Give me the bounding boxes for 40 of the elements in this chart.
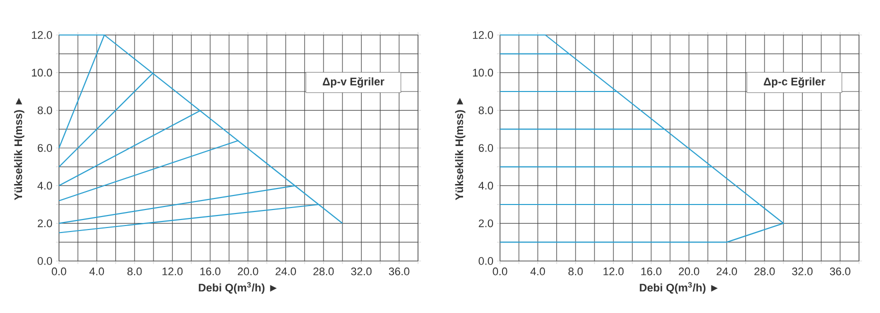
y-axis-title: Yükseklik H(mss) ► — [455, 98, 466, 200]
y-axis-title: Yükseklik H(mss) ► — [14, 98, 24, 200]
x-tick-label: 32.0 — [351, 268, 372, 276]
y-tick-label: 4.0 — [38, 182, 52, 190]
y-tick-label: 2.0 — [38, 219, 52, 228]
x-axis-title: Debi Q(m$^{3}$/h) ► — [640, 282, 718, 294]
x-tick-label: 20.0 — [678, 268, 700, 276]
x-tick-label: 12.0 — [604, 268, 624, 276]
x-tick-label: 8.0 — [568, 268, 583, 276]
x-tick-label: 12.0 — [162, 268, 183, 276]
y-tick-label: 8.0 — [38, 106, 52, 114]
x-tick-label: 20.0 — [238, 268, 258, 276]
x-tick-label: 0.0 — [492, 268, 508, 276]
y-tick-label: 6.0 — [478, 144, 494, 152]
y-tick-label: 12.0 — [32, 31, 52, 39]
y-tick-label: 0.0 — [38, 257, 52, 265]
x-axis-title: Debi Q(m$^{3}$/h) ► — [198, 282, 277, 294]
x-tick-label: 24.0 — [716, 268, 737, 276]
x-tick-label: 4.0 — [89, 268, 104, 276]
annotation: Δp-v Eğriler — [322, 77, 384, 88]
y-tick-label: 8.0 — [478, 106, 494, 114]
x-tick-label: 24.0 — [276, 268, 296, 276]
x-tick-label: 36.0 — [830, 268, 850, 276]
y-tick-label: 12.0 — [472, 31, 494, 39]
x-tick-label: 36.0 — [388, 268, 410, 276]
x-tick-label: 16.0 — [200, 268, 220, 276]
x-tick-label: 4.0 — [530, 268, 545, 276]
annotation: Δp-c Eğriler — [764, 77, 826, 88]
y-tick-label: 0.0 — [478, 257, 494, 265]
y-tick-label: 10.0 — [32, 68, 52, 77]
x-tick-label: 0.0 — [52, 268, 66, 276]
y-tick-label: 6.0 — [38, 144, 52, 152]
y-tick-label: 10.0 — [472, 68, 494, 77]
x-tick-label: 32.0 — [792, 268, 813, 276]
x-tick-label: 28.0 — [754, 268, 775, 276]
x-tick-label: 28.0 — [313, 268, 334, 276]
y-tick-label: 4.0 — [478, 182, 494, 190]
x-tick-label: 8.0 — [127, 268, 142, 276]
x-tick-label: 16.0 — [641, 268, 662, 276]
y-tick-label: 2.0 — [478, 219, 494, 228]
